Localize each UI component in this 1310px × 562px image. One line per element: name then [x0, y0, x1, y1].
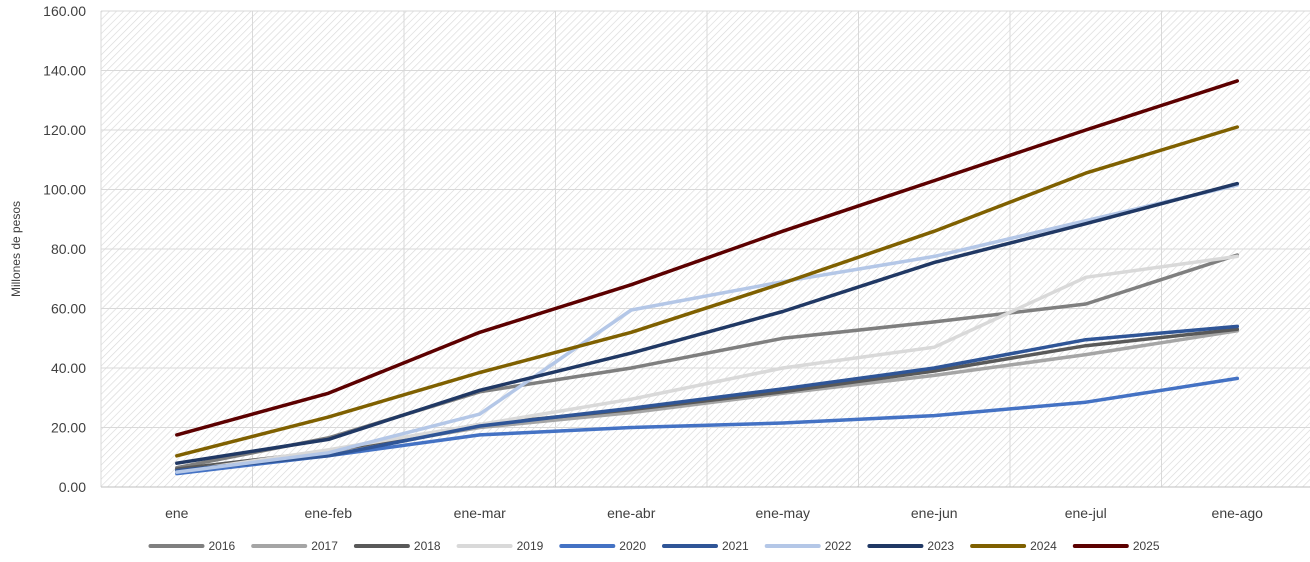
series-lines — [175, 79, 1240, 476]
legend: 2016 2017 2018 2019 2020 2021 2022 2023 2024 2025 — [148, 539, 1160, 553]
gridlines — [100, 10, 1310, 488]
legend-item-2019: 2019 — [456, 539, 544, 553]
axes: 0.00 20.00 40.00 60.00 80.00 100.00 120.00 140.… — [43, 3, 1310, 521]
legend-item-2018: 2018 — [353, 539, 441, 553]
legend-label: 2025 — [1133, 539, 1160, 553]
legend-item-2021: 2021 — [662, 539, 749, 553]
x-tick-label: ene-jul — [1065, 505, 1107, 521]
series-line-2022 — [175, 183, 1240, 474]
legend-label: 2020 — [619, 539, 646, 553]
y-axis-title: Millones de pesos — [9, 201, 23, 297]
y-tick-label: 100.00 — [43, 182, 86, 198]
x-tick-label: ene-feb — [305, 505, 353, 521]
legend-item-2017: 2017 — [251, 539, 338, 553]
y-tick-label: 40.00 — [51, 360, 86, 376]
legend-item-2025: 2025 — [1072, 539, 1160, 553]
series-line-2023 — [175, 181, 1240, 465]
y-tick-label: 160.00 — [43, 3, 86, 19]
x-tick-label: ene-may — [756, 505, 810, 521]
legend-label: 2021 — [722, 539, 749, 553]
legend-label: 2022 — [825, 539, 852, 553]
y-tick-label: 0.00 — [59, 479, 86, 495]
y-tick-label: 140.00 — [43, 63, 86, 79]
legend-item-2023: 2023 — [867, 539, 954, 553]
legend-label: 2023 — [927, 539, 954, 553]
series-line-2024 — [175, 125, 1240, 458]
legend-label: 2016 — [208, 539, 235, 553]
y-tick-label: 20.00 — [51, 420, 86, 436]
legend-label: 2017 — [311, 539, 338, 553]
series-line-2021 — [175, 324, 1240, 473]
legend-label: 2024 — [1030, 539, 1057, 553]
y-tick-label: 80.00 — [51, 241, 86, 257]
x-tick-label: ene-ago — [1212, 505, 1264, 521]
legend-item-2020: 2020 — [559, 539, 646, 553]
legend-label: 2018 — [414, 539, 441, 553]
y-tick-label: 120.00 — [43, 122, 86, 138]
legend-item-2022: 2022 — [764, 539, 852, 553]
x-tick-label: ene-jun — [911, 505, 958, 521]
legend-label: 2019 — [517, 539, 544, 553]
x-tick-label: ene-mar — [454, 505, 506, 521]
series-line-2025 — [175, 79, 1240, 437]
x-tick-label: ene — [165, 505, 189, 521]
x-tick-label: ene-abr — [607, 505, 656, 521]
y-tick-label: 60.00 — [51, 301, 86, 317]
legend-item-2016: 2016 — [148, 539, 236, 553]
legend-item-2024: 2024 — [970, 539, 1057, 553]
